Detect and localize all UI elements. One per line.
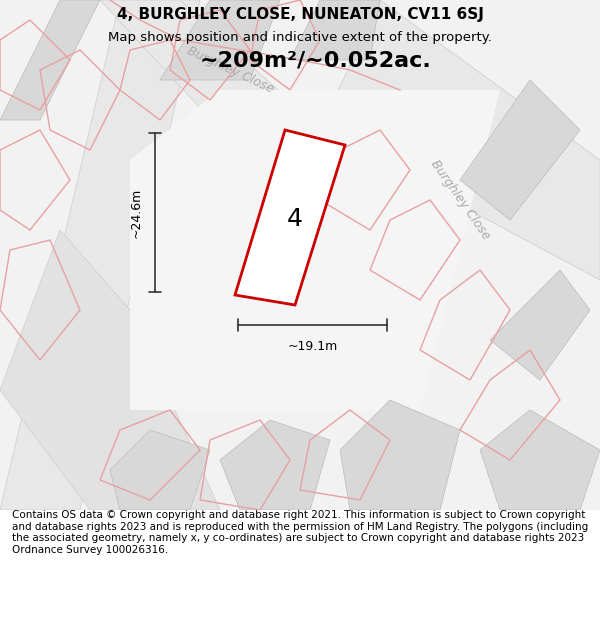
Text: 4: 4 [287,207,303,231]
Polygon shape [100,0,430,270]
Text: ~209m²/~0.052ac.: ~209m²/~0.052ac. [200,50,432,70]
Text: Map shows position and indicative extent of the property.: Map shows position and indicative extent… [108,31,492,44]
Polygon shape [490,270,590,380]
Text: ~19.1m: ~19.1m [287,340,338,353]
Polygon shape [320,0,600,280]
Polygon shape [0,230,220,510]
Polygon shape [160,0,280,80]
Text: Contains OS data © Crown copyright and database right 2021. This information is : Contains OS data © Crown copyright and d… [12,510,588,555]
Polygon shape [110,430,210,510]
Text: Burghley Close: Burghley Close [428,158,493,242]
Polygon shape [340,400,460,510]
Polygon shape [460,80,580,220]
Text: ~24.6m: ~24.6m [130,188,143,238]
Polygon shape [290,0,380,60]
Polygon shape [130,90,500,410]
Polygon shape [0,0,100,120]
Polygon shape [480,410,600,510]
Text: 4, BURGHLEY CLOSE, NUNEATON, CV11 6SJ: 4, BURGHLEY CLOSE, NUNEATON, CV11 6SJ [116,6,484,21]
Polygon shape [235,130,345,305]
Text: Burghley Close: Burghley Close [185,44,275,96]
Polygon shape [0,0,200,510]
Polygon shape [220,420,330,510]
